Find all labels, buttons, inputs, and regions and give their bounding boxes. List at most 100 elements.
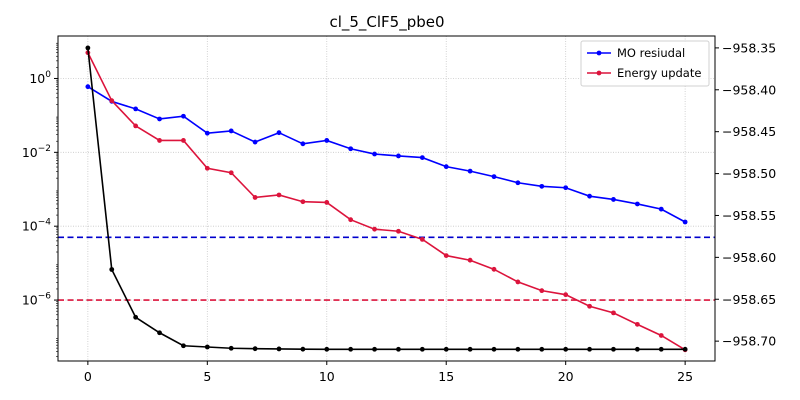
y-right-tick-label: −958.50 [722, 166, 776, 181]
data-point [324, 346, 330, 352]
x-tick-label: 5 [203, 369, 211, 384]
data-point [348, 217, 354, 223]
series-layer [85, 45, 688, 353]
y-right-tick-label: −958.60 [722, 250, 776, 265]
data-point [491, 266, 497, 272]
x-axis: 0 5 10 15 20 25 [84, 361, 693, 384]
data-point [658, 333, 664, 338]
data-point [467, 346, 473, 352]
y-right-tick-label: −958.40 [722, 82, 776, 97]
data-point [467, 257, 473, 263]
data-point [396, 228, 401, 234]
data-point [634, 346, 640, 352]
data-point [276, 192, 282, 198]
data-point [611, 346, 616, 352]
data-point [181, 343, 186, 349]
data-point [515, 180, 521, 186]
data-point [515, 346, 521, 352]
y-right-tick-label: −958.55 [722, 208, 776, 223]
data-point [563, 292, 569, 298]
legend-marker [596, 70, 602, 76]
legend-marker [596, 50, 602, 56]
data-point [85, 84, 91, 90]
series-line [87, 85, 686, 223]
data-point [539, 346, 545, 352]
data-point [611, 310, 616, 316]
data-point [658, 206, 664, 212]
data-point [109, 98, 115, 104]
plot-frame [57, 35, 716, 362]
x-tick-label: 25 [677, 369, 693, 384]
y-axis-left: 100 10−2 10−4 10−6 [22, 42, 58, 357]
data-point [563, 346, 569, 352]
y-left-tick-label: 10−2 [22, 144, 51, 160]
data-point [133, 314, 139, 320]
data-point [324, 200, 330, 205]
data-point [228, 170, 234, 176]
legend-box [580, 40, 710, 87]
data-point [109, 267, 115, 272]
data-point [467, 168, 473, 174]
y-right-tick-label: −958.45 [722, 124, 776, 139]
data-point [181, 138, 186, 143]
data-point [419, 236, 425, 242]
chart-title: cl_5_ClF5_pbe0 [329, 13, 444, 32]
y-right-tick-label: −958.65 [722, 292, 776, 307]
data-point [443, 253, 449, 258]
x-tick-label: 20 [558, 369, 574, 384]
data-point [682, 219, 688, 225]
data-point [252, 139, 258, 145]
data-point [324, 138, 330, 143]
y-left-tick-label: 10−6 [22, 292, 51, 308]
data-point [181, 113, 186, 119]
data-point [563, 185, 569, 191]
data-point [539, 288, 545, 294]
data-point [228, 128, 234, 134]
data-point [348, 146, 354, 152]
data-point [587, 303, 592, 309]
data-point [348, 346, 354, 352]
data-point [396, 153, 401, 159]
data-point [252, 195, 258, 200]
legend-label: Energy update [617, 66, 701, 80]
data-point [133, 123, 139, 129]
y-left-tick-label: 100 [29, 70, 51, 86]
data-point [634, 201, 640, 207]
data-point [611, 197, 616, 202]
legend-label: MO resiudal [617, 46, 685, 60]
data-point [228, 345, 234, 351]
data-point [491, 346, 497, 352]
x-tick-label: 10 [319, 369, 335, 384]
data-point [419, 346, 425, 352]
data-point [539, 183, 545, 189]
data-point [300, 346, 306, 352]
data-point [157, 138, 162, 143]
data-point [634, 321, 640, 327]
data-point [443, 164, 449, 170]
data-point [396, 346, 401, 352]
y-axis-right: −958.35 −958.40 −958.45 −958.50 −958.55 −958.… [715, 40, 776, 349]
data-point [204, 165, 210, 171]
data-point [157, 116, 162, 122]
y-right-tick-label: −958.35 [722, 40, 776, 55]
data-point [587, 193, 592, 199]
data-point [252, 346, 258, 352]
data-point [133, 106, 139, 112]
data-point [300, 141, 306, 147]
data-point [300, 199, 306, 205]
y-right-tick-label: −958.70 [722, 334, 776, 349]
data-point [587, 346, 592, 352]
data-point [419, 155, 425, 161]
data-point [682, 346, 688, 352]
legend: MO resiudal Energy update [580, 40, 710, 87]
y-left-tick-label: 10−4 [22, 218, 51, 234]
data-point [372, 346, 377, 352]
series-line [87, 47, 686, 351]
data-point [443, 346, 449, 352]
data-point [276, 346, 282, 352]
data-point [658, 346, 664, 352]
data-point [157, 330, 162, 336]
data-point [204, 130, 210, 136]
series-line [87, 52, 686, 351]
